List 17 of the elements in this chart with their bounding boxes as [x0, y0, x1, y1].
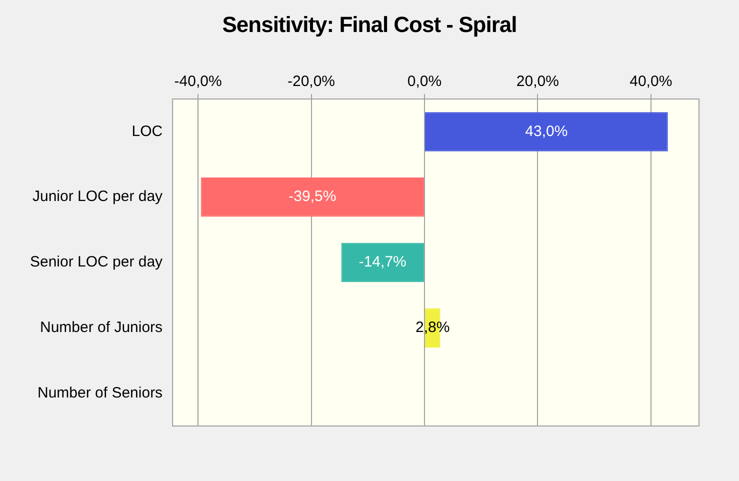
- data-label: -14,7%: [358, 254, 406, 271]
- y-tick-label: Senior LOC per day: [30, 254, 164, 271]
- x-tick-label: -40,0%: [174, 73, 222, 90]
- y-tick-label: Number of Juniors: [40, 319, 163, 336]
- y-tick-label: LOC: [132, 122, 163, 140]
- x-tick-label: -20,0%: [287, 73, 336, 90]
- bar: [341, 242, 424, 282]
- bar: [424, 112, 668, 152]
- x-tick-label: 0,0%: [407, 73, 442, 90]
- data-label: 43,0%: [525, 122, 568, 140]
- y-tick-label: Number of Seniors: [38, 384, 163, 402]
- data-label: -39,5%: [288, 188, 336, 206]
- x-tick-label: 40,0%: [630, 73, 672, 90]
- x-tick-label: 20,0%: [516, 73, 559, 90]
- bar: [200, 177, 424, 217]
- y-tick-label: Junior LOC per day: [32, 188, 164, 206]
- chart-title: Sensitivity: Final Cost - Spiral: [221, 12, 518, 38]
